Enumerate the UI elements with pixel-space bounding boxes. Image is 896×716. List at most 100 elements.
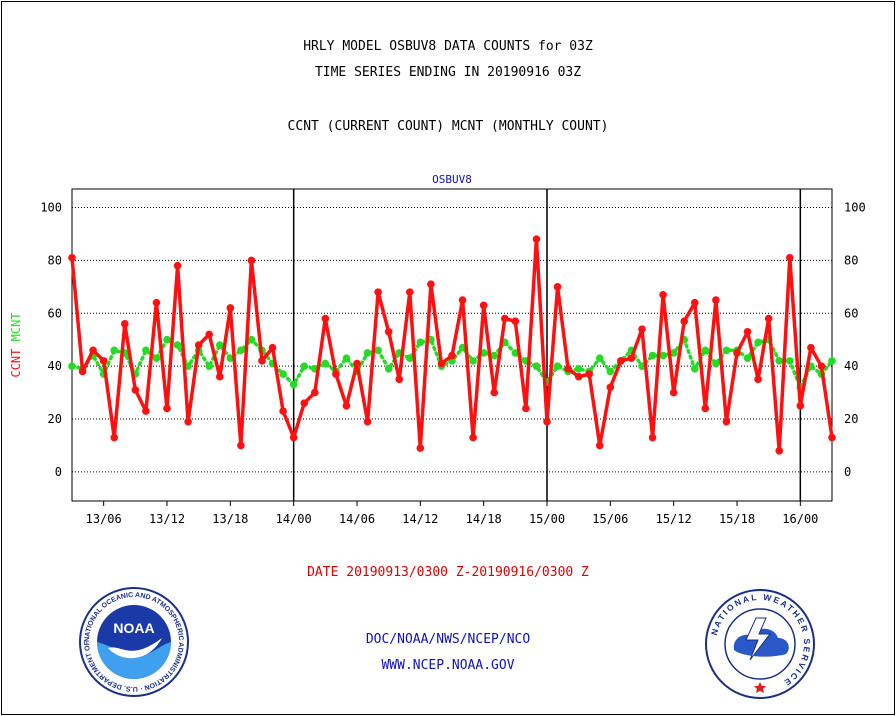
data-point-ccnt bbox=[648, 433, 657, 442]
data-point-mcnt bbox=[237, 346, 245, 355]
data-point-ccnt bbox=[363, 417, 372, 426]
data-point-ccnt bbox=[796, 402, 805, 410]
y-tick-label-right: 40 bbox=[844, 359, 858, 373]
data-point-ccnt bbox=[606, 383, 615, 392]
data-point-ccnt bbox=[448, 351, 456, 360]
data-point-ccnt bbox=[543, 417, 551, 426]
data-point-mcnt bbox=[754, 338, 762, 347]
data-point-ccnt bbox=[701, 404, 710, 413]
y-tick-label-left: 40 bbox=[48, 359, 62, 373]
data-point-ccnt bbox=[807, 343, 815, 352]
data-point-mcnt bbox=[828, 357, 836, 365]
data-point-mcnt bbox=[279, 370, 287, 378]
data-point-ccnt bbox=[785, 253, 794, 262]
data-point-ccnt bbox=[237, 441, 245, 450]
data-point-mcnt bbox=[68, 362, 76, 370]
data-point-mcnt bbox=[490, 351, 499, 360]
x-tick-label: 14/18 bbox=[466, 512, 502, 526]
data-point-ccnt bbox=[110, 433, 119, 442]
data-point-ccnt bbox=[78, 367, 87, 376]
data-point-ccnt bbox=[764, 314, 773, 323]
data-point-ccnt bbox=[754, 375, 762, 384]
data-point-ccnt bbox=[690, 298, 699, 307]
data-point-mcnt bbox=[173, 341, 182, 349]
data-point-mcnt bbox=[532, 362, 541, 370]
x-tick-label: 16/00 bbox=[782, 512, 818, 526]
y-tick-label-right: 20 bbox=[844, 412, 858, 426]
data-point-mcnt bbox=[574, 364, 583, 373]
noaa-logo-text: NOAA bbox=[113, 620, 154, 636]
data-point-ccnt bbox=[405, 288, 414, 296]
data-point-ccnt bbox=[659, 290, 667, 299]
data-point-ccnt bbox=[99, 357, 108, 365]
series-description: CCNT (CURRENT COUNT) MCNT (MONTHLY COUNT… bbox=[287, 119, 609, 134]
data-point-ccnt bbox=[743, 327, 752, 336]
data-point-mcnt bbox=[384, 364, 393, 373]
data-point-mcnt bbox=[247, 335, 256, 344]
data-point-mcnt bbox=[152, 354, 161, 363]
data-point-ccnt bbox=[733, 349, 741, 357]
data-point-mcnt bbox=[595, 354, 604, 363]
data-point-ccnt bbox=[226, 304, 235, 312]
data-point-mcnt bbox=[405, 354, 414, 363]
x-tick-label: 14/06 bbox=[339, 512, 375, 526]
data-point-ccnt bbox=[828, 433, 836, 442]
data-point-ccnt bbox=[817, 362, 826, 370]
data-point-ccnt bbox=[163, 404, 171, 413]
data-point-mcnt bbox=[785, 357, 794, 365]
data-point-ccnt bbox=[194, 341, 203, 349]
x-tick-label: 15/06 bbox=[592, 512, 628, 526]
data-point-ccnt bbox=[300, 399, 309, 407]
data-point-ccnt bbox=[522, 404, 530, 413]
data-point-ccnt bbox=[68, 253, 76, 262]
data-point-ccnt bbox=[353, 359, 361, 368]
date-range: DATE 20190913/0300 Z-20190916/0300 Z bbox=[307, 565, 589, 580]
x-tick-label: 13/12 bbox=[149, 512, 185, 526]
data-point-mcnt bbox=[553, 362, 562, 370]
data-point-mcnt bbox=[690, 364, 699, 373]
data-point-mcnt bbox=[648, 351, 657, 360]
website-text: WWW.NCEP.NOAA.GOV bbox=[381, 658, 515, 673]
data-point-ccnt bbox=[712, 296, 720, 304]
data-point-ccnt bbox=[595, 441, 604, 450]
data-point-mcnt bbox=[701, 346, 710, 355]
data-point-mcnt bbox=[659, 351, 667, 360]
data-point-ccnt bbox=[469, 433, 477, 442]
data-point-mcnt bbox=[743, 354, 752, 363]
data-point-ccnt bbox=[268, 343, 277, 352]
data-point-mcnt bbox=[205, 362, 214, 370]
y-axis-label-mcnt: MCNT bbox=[9, 312, 23, 348]
x-tick-label: 15/18 bbox=[719, 512, 755, 526]
data-point-ccnt bbox=[722, 417, 731, 426]
data-point-mcnt bbox=[110, 346, 119, 355]
data-point-ccnt bbox=[395, 375, 404, 384]
data-point-ccnt bbox=[585, 370, 594, 378]
page-title: HRLY MODEL OSBUV8 DATA COUNTS for 03Z bbox=[303, 39, 593, 54]
data-point-ccnt bbox=[289, 433, 298, 442]
data-point-ccnt bbox=[184, 417, 192, 426]
noaa-logo: NATIONAL OCEANIC AND ATMOSPHERIC ADMINIS… bbox=[78, 586, 189, 697]
data-point-ccnt bbox=[89, 346, 97, 355]
data-point-mcnt bbox=[215, 341, 224, 349]
data-point-mcnt bbox=[469, 357, 477, 365]
data-point-ccnt bbox=[638, 325, 646, 333]
data-point-ccnt bbox=[500, 314, 509, 323]
data-point-ccnt bbox=[427, 280, 435, 288]
data-point-mcnt bbox=[669, 349, 678, 357]
data-point-ccnt bbox=[131, 386, 140, 394]
data-point-mcnt bbox=[342, 354, 351, 363]
data-point-ccnt bbox=[321, 314, 330, 323]
data-point-ccnt bbox=[279, 407, 287, 415]
y-tick-label-right: 80 bbox=[844, 253, 858, 267]
x-tick-label: 14/00 bbox=[276, 512, 312, 526]
org-text: DOC/NOAA/NWS/NCEP/NCO bbox=[365, 632, 531, 647]
data-point-mcnt bbox=[712, 359, 720, 368]
y-tick-label-right: 60 bbox=[844, 306, 858, 320]
data-point-ccnt bbox=[627, 354, 636, 363]
x-tick-label: 14/12 bbox=[402, 512, 438, 526]
y-tick-label-left: 60 bbox=[48, 306, 62, 320]
data-point-ccnt bbox=[215, 372, 224, 381]
data-point-ccnt bbox=[374, 288, 382, 296]
data-point-mcnt bbox=[775, 357, 784, 365]
